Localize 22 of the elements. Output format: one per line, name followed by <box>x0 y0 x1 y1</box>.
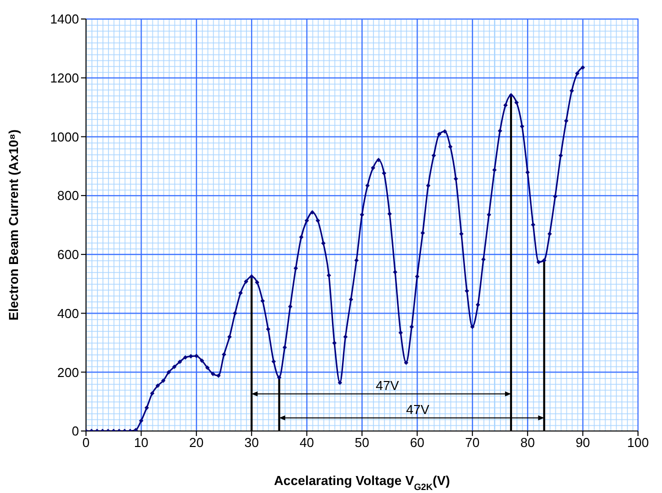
x-tick-label: 0 <box>82 435 90 450</box>
x-tick-label: 10 <box>134 435 148 450</box>
y-tick-label: 1200 <box>50 70 79 86</box>
x-tick-label: 100 <box>627 435 649 450</box>
x-tick-label: 80 <box>520 435 535 450</box>
y-tick-label: 400 <box>57 306 79 321</box>
y-tick-label: 0 <box>72 424 79 439</box>
x-tick-label: 90 <box>576 435 590 450</box>
x-tick-label: 20 <box>189 435 204 450</box>
y-axis-title: Electron Beam Current (Ax10⁸) <box>6 129 21 321</box>
y-tick-label: 600 <box>57 247 79 262</box>
y-tick-label: 1400 <box>50 12 79 27</box>
y-tick-label: 1000 <box>50 129 79 144</box>
x-tick-label: 40 <box>300 435 314 450</box>
y-tick-label: 800 <box>57 188 79 204</box>
y-tick-label: 200 <box>57 364 79 380</box>
x-tick-label: 60 <box>410 435 424 450</box>
x-tick-label: 70 <box>465 435 480 450</box>
x-tick-label: 50 <box>354 435 370 450</box>
x-tick-label: 30 <box>244 435 259 450</box>
x-axis-title: Accelarating Voltage V$_{G2K}$(V) <box>274 473 450 492</box>
annotation: 47V <box>376 378 400 393</box>
